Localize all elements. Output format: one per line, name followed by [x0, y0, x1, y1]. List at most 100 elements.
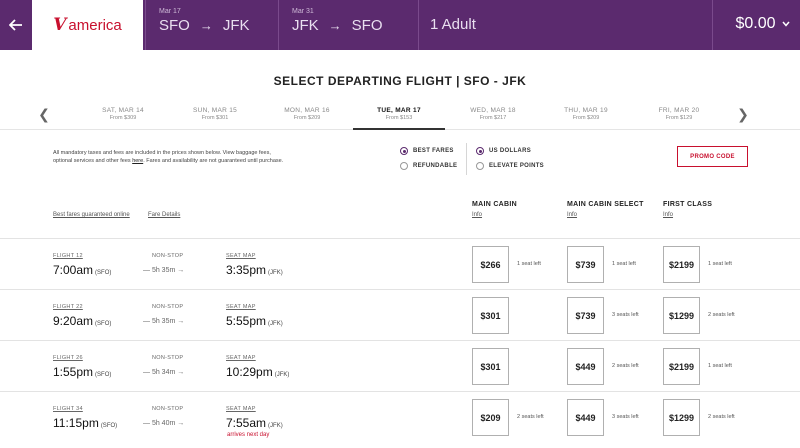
duration-value: 5h 35m — [151, 267, 176, 274]
return-date: Mar 31 — [292, 8, 314, 15]
arrival-time: 10:29pm (JFK) — [226, 365, 289, 379]
date-price: From $209 — [293, 115, 321, 121]
seat-map-link[interactable]: SEAT MAP — [226, 406, 256, 412]
arrival-airport: (JFK) — [268, 270, 283, 276]
departure-time-value: 1:55pm — [53, 365, 94, 379]
cart-total[interactable]: $0.00 — [736, 15, 791, 33]
refundable-radio[interactable]: REFUNDABLE — [400, 162, 457, 170]
fare-main-cabin-button[interactable]: $266 — [472, 246, 509, 283]
top-bar: V america Mar 17 SFO → JFK Mar 31 JFK → SFO … — [0, 0, 800, 50]
arrival-airport: (JFK) — [268, 423, 283, 429]
flight-duration: — 5h 40m → — [143, 420, 185, 427]
seat-map-link[interactable]: SEAT MAP — [226, 253, 256, 259]
fare-details-link[interactable]: Fare Details — [148, 212, 181, 218]
fare-first-class-button[interactable]: $1299 — [663, 297, 700, 334]
fare-main-cabin-select-button[interactable]: $739 — [567, 246, 604, 283]
fees-link[interactable]: here — [132, 158, 144, 164]
arrival-airport: (JFK) — [274, 372, 290, 378]
date-option[interactable]: MON, MAR 16 From $209 — [261, 107, 353, 121]
date-strip: ❮ SAT, MAR 14 From $309 SUN, MAR 15 From… — [0, 98, 800, 130]
chevron-left-icon: ❮ — [38, 105, 50, 122]
main-cabin-info-link[interactable]: Info — [472, 212, 483, 218]
duration-value: 5h 34m — [151, 369, 176, 376]
arrival-time-value: 10:29pm — [226, 365, 273, 379]
flight-row: FLIGHT 26 1:55pm (SFO) NON-STOP — 5h 34m … — [0, 340, 800, 390]
logo-mark: V — [53, 15, 67, 35]
main-cabin-select-info-link[interactable]: Info — [567, 212, 578, 218]
seats-left: 1 seat left — [517, 261, 541, 267]
date-option[interactable]: SAT, MAR 14 From $309 — [77, 107, 169, 121]
next-dates-button[interactable]: ❯ — [733, 104, 753, 124]
departure-airport: (SFO) — [100, 423, 118, 429]
arrives-next-day-note: arrives next day — [227, 432, 270, 438]
column-main-cabin-select: MAIN CABIN SELECT — [567, 201, 644, 208]
return-segment[interactable]: Mar 31 JFK → SFO — [278, 0, 418, 50]
arrival-time-value: 5:55pm — [226, 314, 267, 328]
flight-row: FLIGHT 12 7:00am (SFO) NON-STOP — 5h 35m … — [0, 238, 800, 288]
best-fares-label: BEST FARES — [413, 148, 454, 154]
column-main-cabin: MAIN CABIN — [472, 201, 517, 208]
refundable-label: REFUNDABLE — [413, 163, 458, 169]
flight-number-link[interactable]: FLIGHT 22 — [53, 304, 83, 310]
seats-left: 3 seats left — [612, 312, 639, 318]
first-class-info-link[interactable]: Info — [663, 212, 674, 218]
flight-number-link[interactable]: FLIGHT 26 — [53, 355, 83, 361]
outbound-origin: SFO — [159, 17, 190, 34]
flight-number-link[interactable]: FLIGHT 12 — [53, 253, 83, 259]
arrival-airport: (JFK) — [268, 321, 283, 327]
fare-main-cabin-select-button[interactable]: $449 — [567, 348, 604, 385]
departure-time: 11:15pm (SFO) — [53, 416, 117, 430]
stops-label: NON-STOP — [152, 253, 184, 259]
flight-duration: — 5h 35m → — [143, 267, 185, 274]
date-price: From $301 — [201, 115, 229, 121]
segment-divider — [418, 0, 420, 50]
disclaimer-text: . Fares and availability are not guarant… — [143, 158, 284, 164]
seats-left: 2 seats left — [612, 363, 639, 369]
date-label: THU, MAR 19 — [564, 107, 608, 114]
flight-number-link[interactable]: FLIGHT 34 — [53, 406, 83, 412]
arrow-left-icon — [9, 19, 22, 31]
stops-label: NON-STOP — [152, 406, 184, 412]
date-price: From $309 — [109, 115, 137, 121]
column-first-class: FIRST CLASS — [663, 201, 713, 208]
date-label: TUE, MAR 17 — [377, 107, 421, 114]
fare-main-cabin-select-button[interactable]: $739 — [567, 297, 604, 334]
fare-main-cabin-select-button[interactable]: $449 — [567, 399, 604, 436]
fare-main-cabin-button[interactable]: $301 — [472, 297, 509, 334]
page-title: SELECT DEPARTING FLIGHT | SFO - JFK — [273, 74, 527, 88]
date-price: From $217 — [479, 115, 507, 121]
us-dollars-radio[interactable]: US DOLLARS — [476, 147, 531, 155]
promo-code-button[interactable]: PROMO CODE — [677, 146, 748, 167]
date-label: SUN, MAR 15 — [192, 107, 238, 114]
departure-time-value: 9:20am — [53, 314, 94, 328]
back-button[interactable] — [0, 0, 32, 50]
radio-icon — [476, 162, 484, 170]
date-option[interactable]: WED, MAR 18 From $217 — [447, 107, 539, 121]
fare-disclaimer: All mandatory taxes and fees are include… — [53, 149, 288, 165]
fare-main-cabin-button[interactable]: $301 — [472, 348, 509, 385]
elevate-points-radio[interactable]: ELEVATE POINTS — [476, 162, 544, 170]
virgin-america-logo[interactable]: V america — [32, 0, 143, 50]
date-option[interactable]: FRI, MAR 20 From $129 — [633, 107, 725, 121]
best-fares-radio[interactable]: BEST FARES — [400, 147, 454, 155]
fare-main-cabin-button[interactable]: $209 — [472, 399, 509, 436]
date-price: From $129 — [665, 115, 693, 121]
date-option[interactable]: SUN, MAR 15 From $301 — [169, 107, 261, 121]
seat-map-link[interactable]: SEAT MAP — [226, 304, 256, 310]
arrival-time-value: 7:55am — [226, 416, 267, 430]
date-option-selected[interactable]: TUE, MAR 17 From $153 — [353, 107, 445, 130]
radio-selected-icon — [400, 147, 408, 155]
best-fares-guaranteed-link[interactable]: Best fares guaranteed online — [53, 212, 130, 218]
fare-first-class-button[interactable]: $2199 — [663, 246, 700, 283]
date-option[interactable]: THU, MAR 19 From $209 — [540, 107, 632, 121]
fare-first-class-button[interactable]: $2199 — [663, 348, 700, 385]
seats-left: 3 seats left — [612, 414, 639, 420]
passenger-count[interactable]: 1 Adult — [430, 16, 476, 33]
chevron-down-icon — [782, 21, 790, 27]
segment-divider — [712, 0, 713, 50]
fare-first-class-button[interactable]: $1299 — [663, 399, 700, 436]
seat-map-link[interactable]: SEAT MAP — [226, 355, 256, 361]
outbound-segment[interactable]: Mar 17 SFO → JFK — [145, 0, 278, 50]
prev-dates-button[interactable]: ❮ — [34, 104, 54, 124]
stops-label: NON-STOP — [152, 304, 184, 310]
